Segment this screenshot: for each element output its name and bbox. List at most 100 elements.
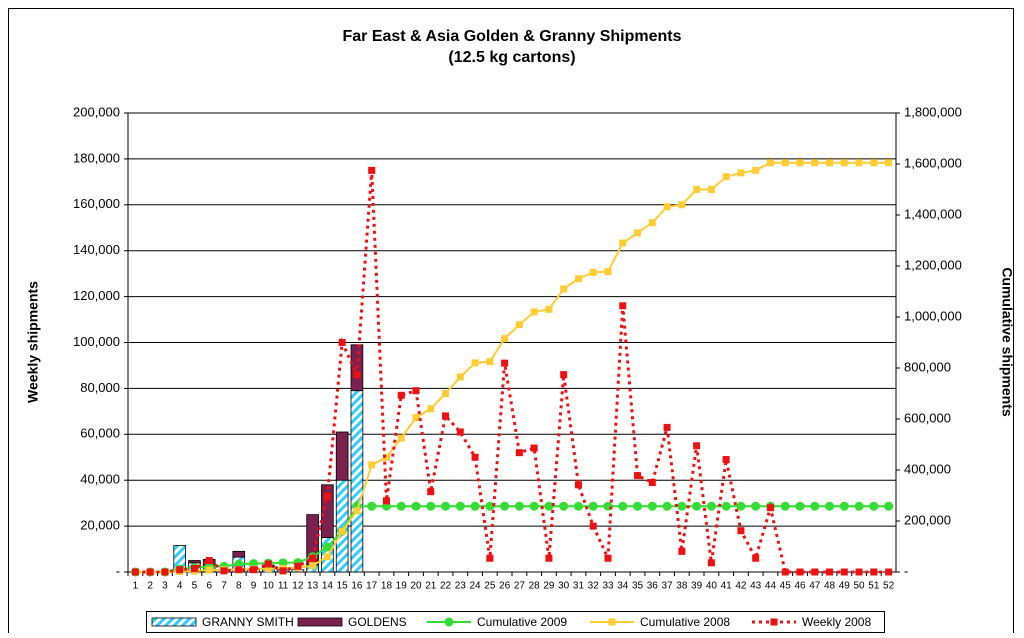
marker: [368, 166, 376, 174]
marker: [839, 501, 849, 511]
y-tick-label: 40,000: [80, 472, 120, 487]
x-tick-label: 32: [588, 581, 600, 592]
legend-label: Cumulative 2009: [477, 615, 567, 629]
marker: [869, 501, 879, 511]
marker: [205, 557, 213, 565]
marker: [545, 554, 553, 562]
marker: [633, 501, 643, 511]
marker: [176, 566, 184, 574]
marker: [573, 501, 583, 511]
legend-marker: [608, 618, 616, 626]
marker: [781, 568, 789, 576]
marker: [470, 501, 480, 511]
chart-border: [8, 8, 1014, 638]
marker: [486, 358, 494, 366]
marker: [662, 501, 672, 511]
x-tick-label: 42: [735, 581, 747, 592]
legend-marker: [770, 618, 778, 626]
y2-tick-label: 400,000: [904, 461, 951, 476]
marker: [426, 501, 436, 511]
marker: [294, 562, 302, 570]
marker: [559, 501, 569, 511]
x-tick-label: 8: [236, 581, 242, 592]
marker: [515, 321, 523, 329]
y2-tick-label: 1,400,000: [904, 206, 962, 221]
marker: [796, 568, 804, 576]
marker: [619, 302, 627, 310]
marker: [752, 166, 760, 174]
marker: [647, 501, 657, 511]
marker: [264, 560, 272, 568]
marker: [604, 554, 612, 562]
marker: [205, 566, 213, 574]
y2-tick-label: 1,600,000: [904, 155, 962, 170]
marker: [795, 501, 805, 511]
x-tick-label: 36: [647, 581, 659, 592]
marker: [855, 159, 863, 167]
marker: [648, 219, 656, 227]
x-tick-label: 33: [602, 581, 614, 592]
x-tick-label: 35: [632, 581, 644, 592]
marker: [589, 522, 597, 530]
marker: [796, 159, 804, 167]
marker: [530, 444, 538, 452]
x-tick-label: 7: [221, 581, 227, 592]
y2-tick-label: -: [904, 563, 908, 578]
x-tick-label: 44: [765, 581, 777, 592]
marker: [721, 501, 731, 511]
x-tick-label: 1: [133, 581, 139, 592]
x-tick-label: 24: [470, 581, 482, 592]
x-tick-label: 9: [251, 581, 257, 592]
marker: [322, 542, 332, 552]
y-tick-label: 200,000: [73, 104, 120, 119]
marker: [412, 414, 420, 422]
marker: [396, 501, 406, 511]
marker: [693, 186, 701, 193]
marker: [811, 568, 819, 576]
marker: [826, 568, 834, 576]
marker: [663, 423, 671, 431]
x-tick-label: 25: [484, 581, 496, 592]
x-tick-label: 6: [206, 581, 212, 592]
x-tick-label: 29: [543, 581, 555, 592]
x-tick-label: 4: [177, 581, 183, 592]
x-tick-label: 14: [322, 581, 334, 592]
marker: [737, 169, 745, 177]
marker: [323, 492, 331, 500]
y2-tick-label: 1,200,000: [904, 257, 962, 272]
marker: [382, 497, 390, 505]
x-tick-label: 51: [868, 581, 880, 592]
x-tick-label: 12: [292, 581, 304, 592]
y-tick-label: 120,000: [73, 288, 120, 303]
x-tick-label: 46: [794, 581, 806, 592]
marker: [441, 501, 451, 511]
marker: [411, 501, 421, 511]
marker: [560, 371, 568, 379]
marker: [766, 159, 774, 167]
marker: [677, 501, 687, 511]
marker: [634, 472, 642, 480]
marker: [338, 339, 346, 346]
x-tick-label: 19: [396, 581, 408, 592]
marker: [854, 501, 864, 511]
marker: [707, 559, 715, 567]
y-tick-label: -: [116, 563, 120, 578]
x-tick-label: 10: [263, 581, 275, 592]
marker: [530, 308, 538, 316]
marker: [692, 501, 702, 511]
marker: [190, 565, 198, 573]
legend-swatch: [297, 617, 343, 627]
marker: [737, 527, 745, 535]
marker: [736, 501, 746, 511]
x-tick-label: 16: [351, 581, 363, 592]
marker: [618, 501, 628, 511]
marker: [810, 501, 820, 511]
y-tick-label: 180,000: [73, 150, 120, 165]
x-tick-label: 47: [809, 581, 821, 592]
x-tick-label: 27: [514, 581, 526, 592]
legend-label: Weekly 2008: [802, 615, 871, 629]
bar: [188, 560, 201, 564]
marker: [515, 449, 523, 457]
legend-label: Cumulative 2008: [640, 615, 730, 629]
